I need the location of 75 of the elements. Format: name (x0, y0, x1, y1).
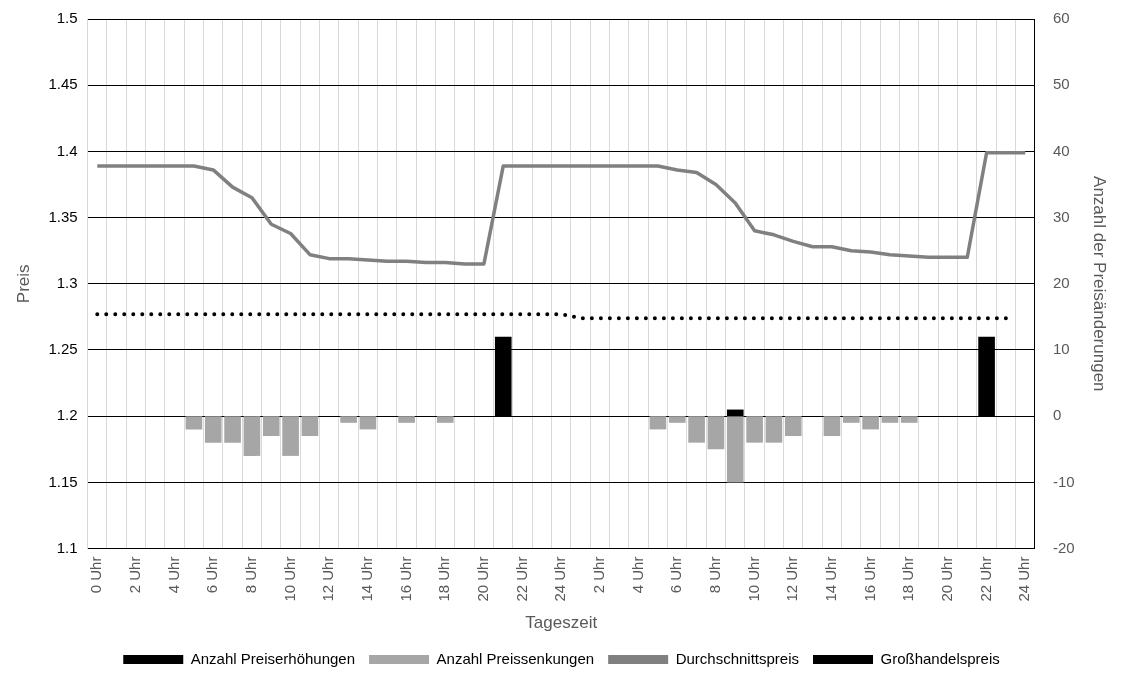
bar (900, 416, 918, 423)
y-tick-label: 1.3 (56, 273, 78, 291)
x-tick-label: 0 Uhr (87, 556, 105, 594)
bar (359, 416, 377, 430)
y-tick-label: 1.4 (56, 141, 78, 159)
x-tick-label: 20 Uhr (938, 556, 956, 602)
bar (398, 416, 415, 423)
x-tick-label: 14 Uhr (822, 556, 840, 602)
y-tick-label: 1.2 (56, 406, 78, 424)
bar (204, 416, 222, 443)
y-tick-label: 1.1 (56, 538, 78, 556)
y2-tick-label: 40 (1052, 141, 1070, 159)
x-tick-label: 18 Uhr (435, 556, 453, 602)
bar (262, 416, 280, 437)
bar (746, 416, 763, 443)
x-tick-label: 2 Uhr (126, 556, 144, 594)
x-tick-label: 16 Uhr (396, 556, 414, 602)
x-axis-title: Tageszeit (525, 613, 598, 633)
bar (649, 416, 667, 430)
x-tick-label: 18 Uhr (899, 556, 917, 602)
y2-tick-label: 30 (1052, 207, 1070, 225)
bar (765, 416, 783, 443)
y2-tick-label: -10 (1052, 472, 1075, 490)
x-tick-label: 8 Uhr (706, 556, 724, 594)
y2-tick-label: 0 (1052, 406, 1062, 424)
x-tick-label: 10 Uhr (744, 556, 762, 602)
x-tick-label: 10 Uhr (280, 556, 298, 602)
bar (668, 416, 686, 423)
x-tick-label: 16 Uhr (860, 556, 878, 602)
x-tick-label: 8 Uhr (242, 556, 260, 594)
y2-tick-label: 10 (1052, 340, 1070, 358)
y-tick-label: 1.35 (48, 207, 78, 225)
bar (881, 416, 899, 423)
x-tick-label: 24 Uhr (551, 556, 569, 602)
bar (842, 416, 860, 423)
bar (224, 416, 241, 443)
x-tick-label: 12 Uhr (319, 556, 337, 602)
x-tick-label: 4 Uhr (628, 556, 646, 594)
x-tick-label: 6 Uhr (667, 556, 685, 594)
y2-tick-label: 20 (1052, 273, 1070, 291)
x-tick-label: 22 Uhr (976, 556, 994, 602)
bar (823, 416, 841, 437)
bar (784, 416, 802, 437)
y-tick-label: 1.5 (56, 9, 78, 27)
y2-tick-label: 50 (1052, 75, 1070, 93)
legend-label: Anzahl Preiserhöhungen (190, 649, 356, 667)
x-tick-label: 14 Uhr (358, 556, 376, 602)
bar (726, 416, 744, 483)
bar (340, 416, 357, 423)
y2-tick-label: -20 (1052, 538, 1075, 556)
y-tick-label: 1.45 (48, 75, 78, 93)
x-tick-label: 4 Uhr (164, 556, 182, 594)
legend-label: Großhandelspreis (880, 649, 1000, 667)
y-tick-label: 1.15 (48, 472, 78, 490)
bar (688, 416, 705, 443)
x-tick-label: 2 Uhr (590, 556, 608, 594)
y-axis-title: Preis (13, 264, 33, 304)
x-tick-label: 12 Uhr (783, 556, 801, 602)
y-tick-label: 1.25 (48, 340, 78, 358)
legend-label: Durchschnittspreis (675, 649, 800, 667)
bar (707, 416, 725, 450)
bar (301, 416, 319, 437)
bar (243, 416, 261, 456)
y2-tick-label: 60 (1052, 9, 1070, 27)
bar (185, 416, 203, 430)
bar (436, 416, 454, 423)
bar (862, 416, 879, 430)
y2-axis-title: Anzahl der Preisänderungen (1090, 176, 1110, 392)
legend-label: Anzahl Preissenkungen (436, 649, 595, 667)
x-tick-label: 6 Uhr (203, 556, 221, 594)
x-tick-label: 20 Uhr (474, 556, 492, 602)
x-tick-label: 22 Uhr (512, 556, 530, 602)
bar (726, 409, 744, 417)
x-tick-label: 24 Uhr (1015, 556, 1033, 602)
bar (282, 416, 299, 456)
